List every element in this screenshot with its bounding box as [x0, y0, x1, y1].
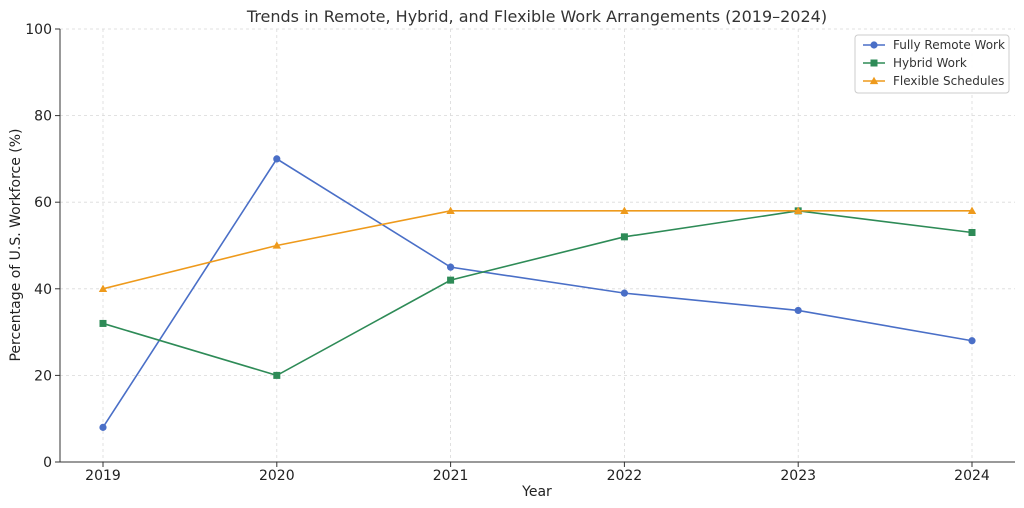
legend-item-hybrid-work: Hybrid Work: [863, 56, 967, 70]
series-layer: [98, 155, 977, 431]
series-line-flexible-schedules: [102, 210, 972, 290]
grid: [60, 28, 1015, 463]
legend-swatch-marker: [870, 59, 878, 67]
data-point-hybrid-work: [620, 233, 628, 241]
y-tick-label: 20: [34, 368, 52, 384]
x-tick-label: 2020: [259, 468, 295, 484]
series-line-fully-remote-work: [102, 157, 973, 428]
legend-label: Flexible Schedules: [893, 74, 1004, 88]
legend-label: Hybrid Work: [893, 56, 967, 70]
legend: Fully Remote Work Hybrid Work Flexible Sch…: [854, 34, 1010, 94]
data-point-fully-remote-work: [794, 306, 802, 315]
x-tick-label: 2019: [85, 468, 121, 484]
data-point-flexible-schedules: [620, 206, 629, 215]
data-point-fully-remote-work: [99, 423, 107, 431]
data-point-hybrid-work: [99, 319, 107, 327]
x-axis-label: Year: [521, 484, 552, 500]
legend-swatch-marker: [870, 41, 878, 49]
x-tick-label: 2022: [607, 468, 643, 484]
data-point-flexible-schedules: [98, 284, 108, 292]
y-tick-label: 80: [34, 109, 52, 125]
legend-swatch-marker: [869, 76, 879, 85]
x-tick-label: 2024: [954, 468, 990, 484]
data-point-fully-remote-work: [620, 289, 629, 297]
data-point-flexible-schedules: [272, 241, 281, 249]
data-point-hybrid-work: [447, 276, 455, 284]
data-point-flexible-schedules: [967, 206, 977, 215]
x-tick-label: 2021: [433, 468, 469, 484]
chart-title: Trends in Remote, Hybrid, and Flexible W…: [246, 7, 827, 26]
legend-label: Fully Remote Work: [893, 38, 1005, 52]
data-point-fully-remote-work: [447, 263, 455, 271]
legend-item-fully-remote-work: Fully Remote Work: [863, 38, 1005, 52]
data-point-hybrid-work: [968, 229, 976, 237]
series-flexible-schedules: [98, 206, 977, 292]
y-axis-label: Percentage of U.S. Workforce (%): [8, 128, 24, 361]
data-point-hybrid-work: [273, 371, 281, 379]
data-point-flexible-schedules: [446, 206, 455, 215]
y-tick-label: 60: [34, 195, 52, 211]
y-tick-label: 40: [34, 282, 52, 298]
y-tick-label: 100: [25, 22, 52, 38]
data-point-flexible-schedules: [794, 206, 803, 215]
data-point-fully-remote-work: [273, 155, 281, 163]
series-line-hybrid-work: [102, 210, 973, 377]
x-tick-label: 2023: [780, 468, 816, 484]
data-point-fully-remote-work: [968, 337, 976, 345]
series-hybrid-work: [99, 207, 976, 379]
legend-item-flexible-schedules: Flexible Schedules: [863, 74, 1004, 88]
legend-box: [854, 34, 1010, 94]
axes: 0 20 40 60 80 100 2019 2020 2021 2022 2023 2024: [25, 22, 1015, 484]
y-tick-label: 0: [43, 455, 52, 471]
series-fully-remote-work: [99, 155, 976, 431]
